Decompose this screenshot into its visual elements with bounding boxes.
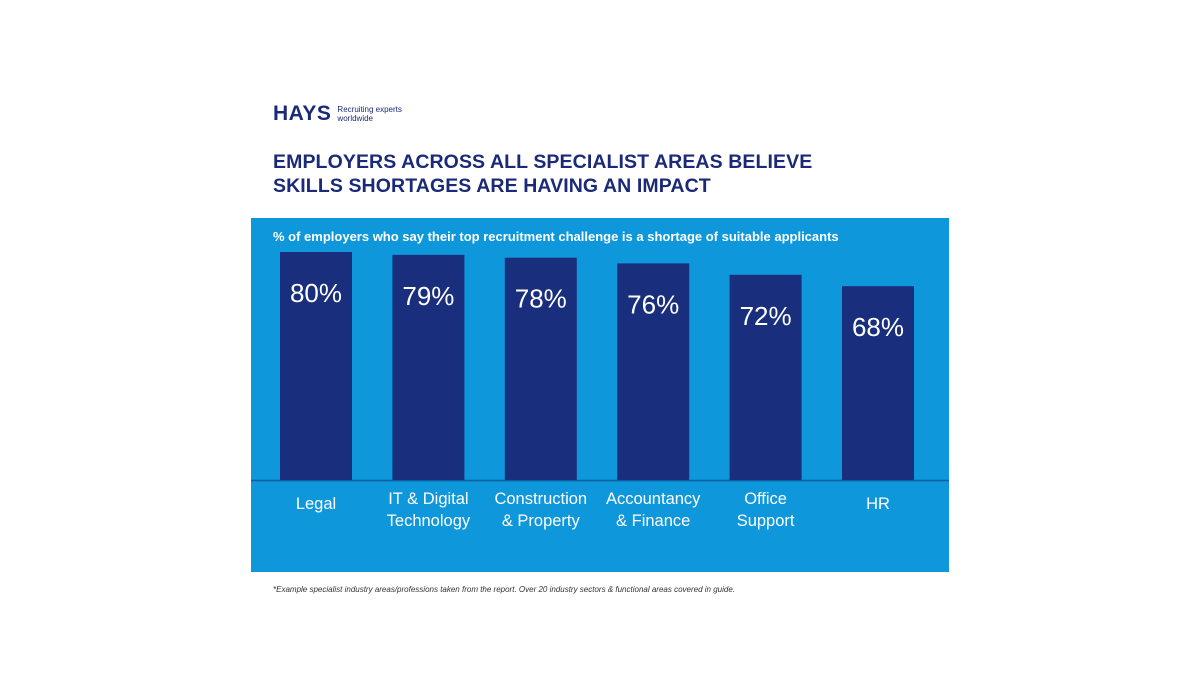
- category-label: Office Support: [737, 490, 795, 530]
- category-label: Construction & Property: [494, 490, 587, 530]
- bar-value-label: 68%: [852, 312, 904, 342]
- chart-panel: [251, 218, 949, 572]
- logo-tagline-line1: Recruiting experts: [337, 104, 402, 114]
- category-label: Legal: [296, 495, 336, 513]
- bar: [392, 254, 465, 480]
- bar-value-label: 76%: [627, 289, 679, 319]
- category-label: Accountancy & Finance: [606, 490, 701, 530]
- logo-tagline: Recruiting experts worldwide: [337, 105, 417, 123]
- category-label: HR: [866, 495, 890, 513]
- logo-wordmark: HAYS: [273, 102, 332, 125]
- bar-value-label: 79%: [402, 281, 454, 311]
- bar: [729, 274, 802, 480]
- bar-value-label: 80%: [290, 278, 342, 308]
- page-title: EMPLOYERS ACROSS ALL SPECIALIST AREAS BE…: [273, 150, 913, 198]
- page-title-line2: SKILLS SHORTAGES ARE HAVING AN IMPACT: [273, 175, 711, 197]
- page-title-line1: EMPLOYERS ACROSS ALL SPECIALIST AREAS BE…: [273, 151, 813, 173]
- bar: [504, 257, 577, 480]
- bar-value-label: 78%: [515, 284, 567, 314]
- bar: [842, 286, 914, 480]
- logo-tagline-line2: worldwide: [337, 113, 373, 123]
- bar-value-label: 72%: [740, 301, 792, 331]
- hays-logo: HAYS Recruiting experts worldwide: [273, 103, 417, 124]
- bar: [617, 263, 690, 480]
- footnote: *Example specialist industry areas/profe…: [273, 585, 736, 594]
- chart-title: % of employers who say their top recruit…: [273, 229, 839, 244]
- bar: [280, 252, 352, 480]
- category-label: IT & Digital Technology: [387, 490, 471, 530]
